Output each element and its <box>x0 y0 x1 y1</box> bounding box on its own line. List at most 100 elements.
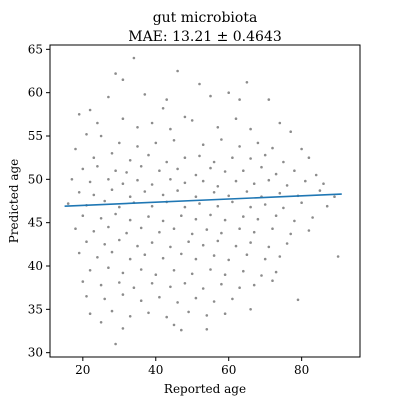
x-tick-label: 40 <box>148 363 163 377</box>
scatter-point <box>293 169 296 172</box>
scatter-point <box>176 301 179 304</box>
scatter-point <box>147 215 150 218</box>
scatter-point <box>128 159 132 162</box>
scatter-point <box>150 282 154 285</box>
y-tick-label: 50 <box>28 172 43 186</box>
scatter-point <box>256 141 260 145</box>
scatter-point <box>99 217 103 220</box>
scatter-point <box>176 167 179 171</box>
scatter-point <box>307 229 311 232</box>
scatter-point <box>242 269 245 273</box>
scatter-point <box>209 268 212 271</box>
scatter-point <box>234 244 238 248</box>
scatter-point <box>92 230 96 233</box>
scatter-point <box>121 117 125 120</box>
scatter-point <box>190 272 194 276</box>
scatter-point <box>77 191 81 194</box>
scatter-point <box>201 143 205 146</box>
y-tick-label: 55 <box>28 129 43 143</box>
scatter-point <box>107 225 110 229</box>
scatter-point <box>274 270 278 274</box>
scatter-point <box>88 108 92 112</box>
scatter-point <box>128 218 132 222</box>
scatter-point <box>311 216 314 219</box>
scatter-point <box>289 130 293 133</box>
y-tick-label: 65 <box>28 42 43 56</box>
scatter-point <box>132 286 136 290</box>
scatter-point <box>99 321 103 324</box>
y-tick-label: 40 <box>28 259 43 273</box>
chart-title: gut microbiota <box>153 10 258 26</box>
scatter-point <box>289 232 293 236</box>
scatter-point <box>92 156 96 159</box>
scatter-point <box>212 191 216 194</box>
scatter-point <box>216 239 220 243</box>
scatter-point <box>125 231 128 235</box>
scatter-point <box>183 181 187 185</box>
scatter-point <box>205 314 209 317</box>
scatter-point <box>249 205 252 209</box>
scatter-point <box>85 295 88 298</box>
scatter-point <box>118 141 121 145</box>
scatter-point <box>125 171 128 174</box>
scatter-point <box>110 309 114 313</box>
x-axis-label: Reported age <box>164 382 246 396</box>
scatter-point <box>96 165 99 168</box>
scatter-point <box>169 178 172 181</box>
scatter-point <box>220 282 223 286</box>
scatter-point <box>263 153 267 157</box>
scatter-point <box>114 169 117 172</box>
scatter-point <box>205 328 209 331</box>
scatter-point <box>231 200 234 204</box>
scatter-point <box>227 91 230 94</box>
scatter-point <box>158 295 161 299</box>
scatter-point <box>85 240 88 243</box>
scatter-point <box>231 156 234 159</box>
scatter-point <box>278 121 282 125</box>
scatter-point <box>205 228 209 231</box>
scatter-point <box>245 190 249 193</box>
scatter-point <box>201 179 205 183</box>
scatter-point <box>110 152 114 155</box>
scatter-point <box>271 279 274 283</box>
scatter-point <box>92 193 96 197</box>
scatter-point <box>212 254 216 257</box>
scatter-point <box>99 283 103 287</box>
scatter-point <box>121 293 125 296</box>
scatter-point <box>103 243 106 246</box>
scatter-point <box>252 283 256 287</box>
scatter-point <box>260 274 263 277</box>
chart-subtitle: MAE: 13.21 ± 0.4643 <box>128 29 282 45</box>
scatter-point <box>169 127 172 131</box>
scatter-point <box>285 184 289 187</box>
scatter-point <box>212 300 216 303</box>
scatter-point <box>180 252 183 256</box>
scatter-point <box>183 205 187 209</box>
scatter-point <box>296 298 300 302</box>
scatter-point <box>128 195 132 198</box>
scatter-point <box>150 204 154 208</box>
scatter-point <box>121 327 125 330</box>
scatter-point <box>263 257 267 261</box>
scatter-point <box>172 269 176 272</box>
scatter-point <box>136 126 139 129</box>
scatter-point <box>70 178 74 181</box>
scatter-point <box>158 230 161 234</box>
x-axis: 20 40 60 80 <box>75 357 309 377</box>
scatter-point <box>249 157 252 160</box>
scatter-point <box>274 172 278 176</box>
scatter-point <box>99 134 103 138</box>
scatter-point <box>154 273 158 277</box>
scatter-point <box>150 241 154 244</box>
scatter-point <box>318 189 322 192</box>
scatter-point <box>242 169 245 172</box>
scatter-point <box>336 255 340 258</box>
scatter-point <box>282 160 285 164</box>
scatter-point <box>249 308 252 311</box>
scatter-point <box>194 217 198 221</box>
scatter-point <box>121 182 125 185</box>
scatter-point <box>172 227 176 230</box>
scatter-point <box>216 185 220 188</box>
